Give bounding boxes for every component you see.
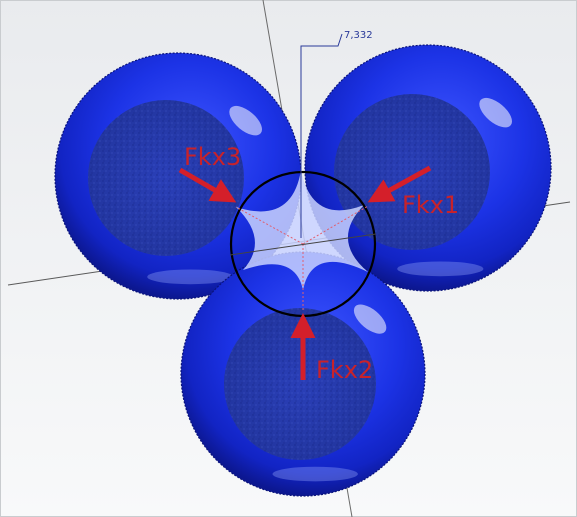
contact-line	[302, 205, 369, 245]
ball-top-left[interactable]	[54, 52, 302, 300]
ball-top-right-texture	[334, 94, 490, 250]
axes-front	[229, 233, 377, 256]
contact-line	[235, 206, 304, 245]
force-label-fkx1: Fkx1	[402, 191, 459, 219]
force-arrows	[178, 165, 432, 380]
force-arrow-fkx1	[367, 165, 432, 203]
ball-top-right-rim-light	[397, 261, 484, 277]
ball-bottom-highlight	[353, 304, 387, 334]
horizontal-axis-front	[229, 233, 377, 256]
ball-top-left-rim-light	[147, 269, 234, 285]
ball-top-left-texture	[88, 100, 244, 256]
contact-region	[236, 170, 368, 290]
ball-top-right-highlight	[479, 97, 512, 128]
ball-top-left-highlight	[229, 105, 262, 136]
ball-bottom-texture	[224, 308, 376, 460]
force-label-fkx2: Fkx2	[316, 356, 373, 384]
dimension-value: 7,332	[344, 30, 373, 41]
ball-bottom-rim-light	[272, 466, 358, 482]
force-arrow-fkx3	[178, 167, 237, 203]
force-label-fkx3: Fkx3	[184, 143, 241, 171]
dimension-annotation[interactable]: 7,332	[300, 30, 373, 238]
dimension-leader	[300, 33, 343, 238]
